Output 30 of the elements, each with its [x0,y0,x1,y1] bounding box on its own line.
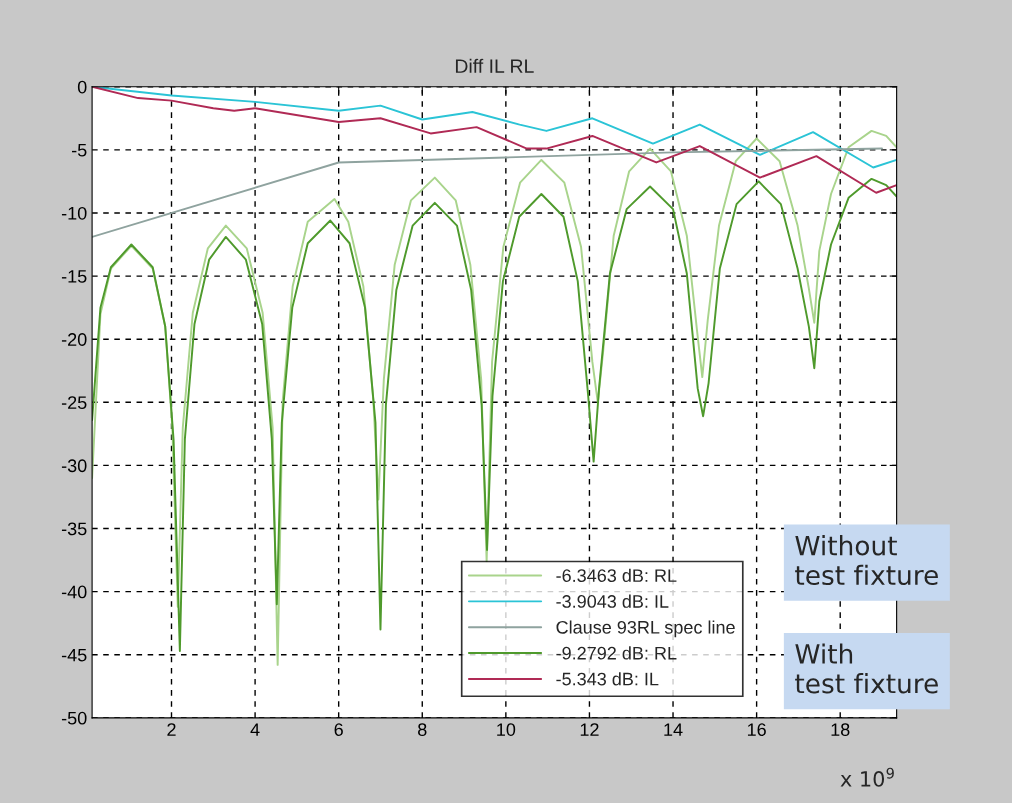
x-tick-label: 14 [664,723,683,736]
legend-label: -5.343 dB: IL [556,672,659,686]
y-tick-label: -25 [61,396,87,410]
y-tick-label: -50 [61,711,87,725]
y-tick-label: 0 [77,80,87,94]
y-tick-label: -20 [61,333,87,346]
x-tick-label: 18 [831,723,850,737]
x-tick-label: 4 [250,723,260,736]
y-tick-label: -35 [61,522,87,536]
y-tick-label: -10 [61,206,87,220]
legend-label: -3.9043 dB: IL [556,594,669,608]
x-tick-label: 8 [418,723,427,737]
x-tick-label: 12 [580,723,599,736]
line-series [92,147,883,238]
annotation: Without test fixture [795,535,938,586]
x-tick-label: 2 [167,723,176,736]
text: x 10$^{9}$ [840,767,894,787]
x-tick-label: 10 [497,723,516,737]
chart-title: Diff IL RL [455,58,534,73]
annotation: With test fixture [795,643,938,694]
y-tick-label: -5 [71,143,87,157]
legend-label: -6.3463 dB: RL [556,568,677,582]
x-tick-label: 16 [747,723,766,737]
x-tick-label: 6 [334,723,343,737]
y-tick-label: -30 [61,459,87,473]
y-tick-label: -45 [61,648,87,662]
legend-label: Clause 93RL spec line [556,620,735,638]
legend-label: -9.2792 dB: RL [556,646,677,660]
y-tick-label: -15 [61,270,87,283]
y-tick-label: -40 [61,585,87,599]
